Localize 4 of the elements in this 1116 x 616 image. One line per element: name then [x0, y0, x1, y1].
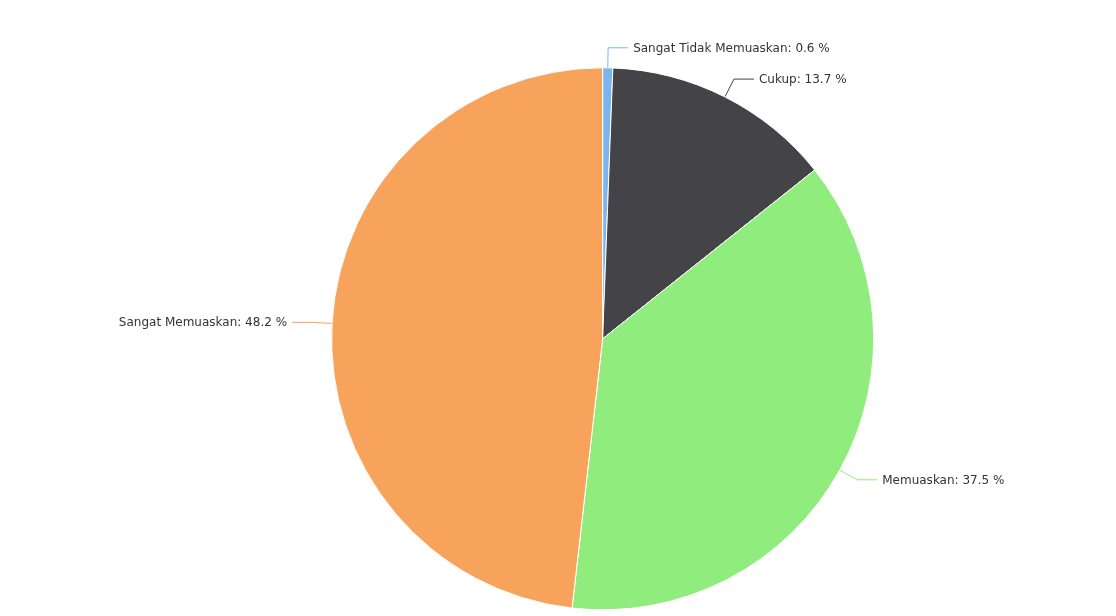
slice-label: Sangat Memuaskan: 48.2 %: [118, 315, 288, 330]
slice-label: Memuaskan: 37.5 %: [882, 472, 1005, 487]
slice-label: Sangat Tidak Memuaskan: 0.6 %: [633, 40, 830, 55]
slice-label: Cukup: 13.7 %: [758, 72, 847, 87]
